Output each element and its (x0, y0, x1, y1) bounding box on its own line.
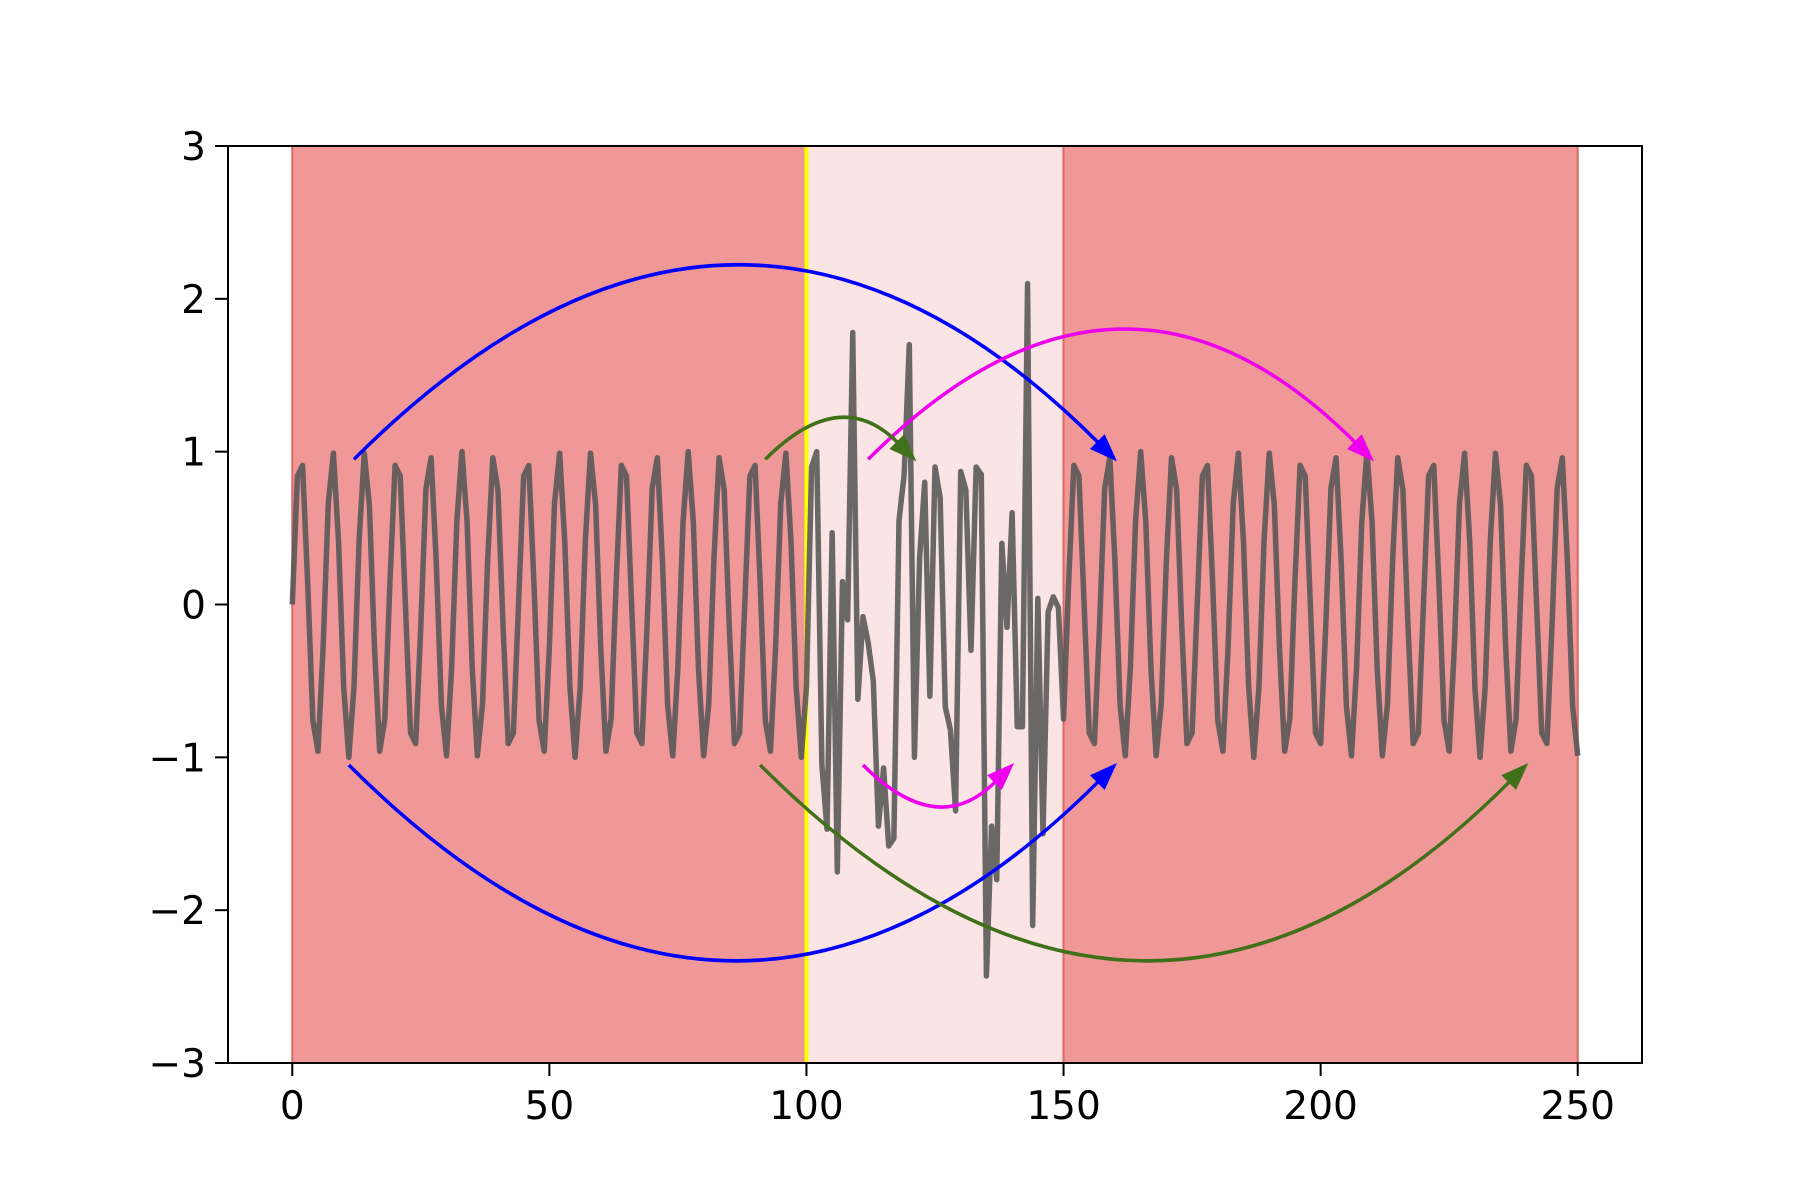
arrow-shaft (866, 327, 1357, 461)
x-tick-label: 100 (769, 1084, 843, 1129)
span (1062, 145, 1579, 1064)
x-tick-label: 250 (1541, 1084, 1615, 1129)
arrow-head (1089, 434, 1117, 462)
y-tick-label: 1 (181, 431, 206, 476)
y-tick-label: −1 (149, 736, 207, 781)
y-tick-label: −3 (149, 1042, 207, 1087)
y-tick-label: 3 (181, 125, 206, 170)
x-tick-label: 0 (280, 1084, 305, 1129)
y-tick-label: 2 (181, 278, 206, 323)
arrow-shaft (764, 415, 899, 461)
arrow (347, 762, 1117, 963)
arrow-head (1089, 762, 1117, 791)
arrow (758, 762, 1529, 963)
arrow (861, 762, 1015, 809)
y-tick-label: 0 (181, 584, 206, 629)
arrow-head (1501, 762, 1529, 791)
y-tick-label: −2 (149, 889, 207, 934)
line-series (289, 280, 1581, 979)
arrow (866, 327, 1375, 462)
arrow-shaft (352, 262, 1100, 461)
arrow-head (889, 434, 917, 462)
x-tick-label: 200 (1283, 1084, 1357, 1129)
arrow-shaft (758, 763, 1511, 963)
arrow-shaft (347, 763, 1100, 963)
x-tick-label: 150 (1026, 1084, 1100, 1129)
arrow (764, 415, 917, 462)
x-tick-label: 50 (525, 1084, 575, 1129)
arrow (352, 262, 1117, 462)
arrow-head (1346, 434, 1375, 462)
arrow-shaft (861, 763, 997, 809)
arrow-head (987, 762, 1015, 791)
